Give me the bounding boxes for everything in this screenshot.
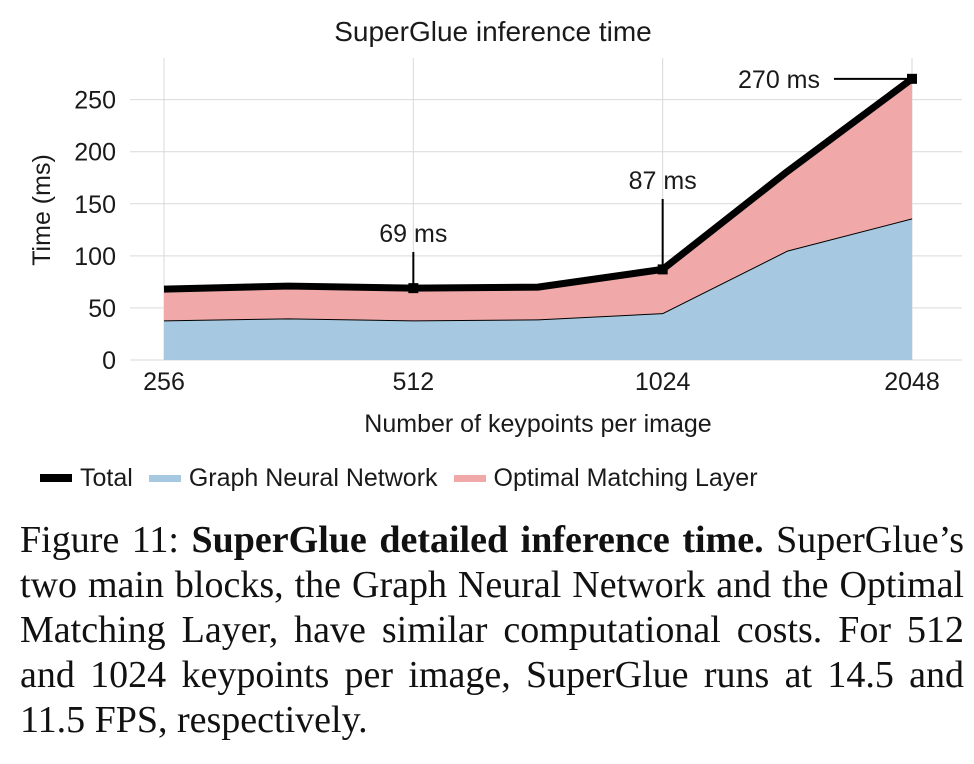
x-tick-label: 2048	[884, 368, 940, 396]
y-tick-label: 100	[74, 243, 116, 271]
legend-label-total: Total	[80, 463, 133, 492]
annotation-label: 270 ms	[738, 66, 820, 94]
x-tick-label: 256	[143, 368, 185, 396]
legend-label-gnn: Graph Neural Network	[188, 463, 438, 492]
y-axis-ticks: 0 50 100 150 200 250	[74, 87, 116, 375]
legend-swatch-oml	[453, 474, 486, 482]
y-tick-label: 50	[88, 295, 116, 323]
x-axis-label: Number of keypoints per image	[364, 410, 711, 438]
y-tick-label: 0	[102, 347, 116, 375]
legend-swatch-total	[40, 474, 72, 482]
legend: Total Graph Neural Network Optimal Match…	[40, 461, 774, 495]
legend-item-total: Total	[40, 464, 133, 493]
figure-caption: Figure 11: SuperGlue detailed inference …	[20, 518, 964, 743]
area-optimal-matching-layer	[164, 78, 912, 321]
area-graph-neural-network	[164, 218, 912, 360]
annotations: 69 ms 87 ms 270 ms	[379, 66, 917, 294]
total-line-group	[163, 76, 915, 293]
annotation-label: 69 ms	[379, 220, 447, 248]
caption-body: SuperGlue’s two main blocks, the Graph N…	[20, 519, 965, 741]
chart-title: SuperGlue inference time	[334, 16, 652, 47]
x-tick-label: 512	[392, 368, 434, 396]
caption-prefix: Figure 11:	[20, 519, 192, 561]
legend-item-oml: Optimal Matching Layer	[453, 463, 758, 493]
x-tick-label: 1024	[635, 368, 691, 396]
legend-swatch-gnn	[148, 474, 181, 482]
inference-time-chart: SuperGlue inference time 69 ms 87 ms 270 m…	[28, 16, 962, 438]
caption-bold-title: SuperGlue detailed inference time.	[191, 519, 764, 561]
legend-label-oml: Optimal Matching Layer	[493, 463, 758, 492]
annotation-label: 87 ms	[629, 167, 697, 195]
y-tick-label: 200	[74, 139, 116, 167]
x-axis-ticks: 256 512 1024 2048	[143, 368, 940, 396]
legend-item-gnn: Graph Neural Network	[148, 463, 438, 493]
y-axis-label: Time (ms)	[28, 154, 56, 266]
y-tick-label: 150	[74, 191, 116, 219]
total-line	[163, 76, 915, 293]
stacked-areas	[163, 78, 913, 360]
y-tick-label: 250	[74, 87, 116, 115]
